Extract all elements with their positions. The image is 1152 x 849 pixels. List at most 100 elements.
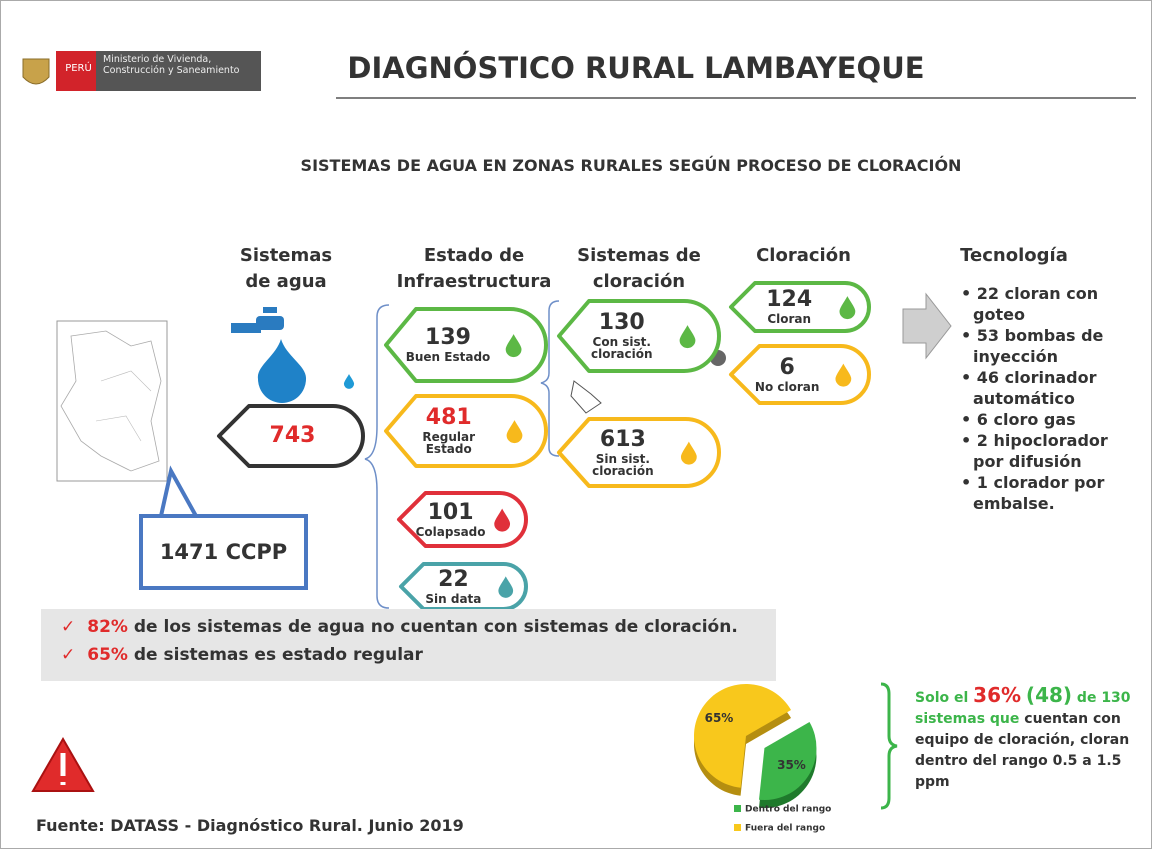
column-header: Cloración [756,245,851,266]
check-mark: ✓ [61,645,76,665]
drop-icon [679,439,698,466]
bullet: • [961,326,977,345]
pie-slice [694,684,792,788]
arrow [902,292,952,360]
node-label: No cloran [754,379,820,394]
side-lead: Solo el [915,690,969,706]
technology-item: • 46 clorinador automático [961,367,1141,409]
technology-item: • 22 cloran con goteo [961,283,1141,325]
node: 22 Sin data [415,564,493,609]
side-systems: sistemas que [915,711,1020,727]
source: Fuente: DATASS - Diagnóstico Rural. Juni… [36,816,464,835]
node-label: Sin data [425,591,482,606]
node-label: Con sist. cloración [591,335,653,361]
node-shape [729,281,871,333]
node: 6 No cloran [748,346,826,403]
node-label: Cloran [767,312,812,326]
side-percent: 36% [973,683,1022,707]
technology-text: 46 clorinador automático [973,368,1097,408]
node: 124 Cloran [745,283,833,331]
technology-item: • 1 clorador por embalse. [961,472,1141,514]
note-text: de sistemas es estado regular [133,645,423,665]
side-count: (48) [1025,683,1073,707]
logo-country: PERÚ [65,63,92,74]
logo [16,51,261,91]
technology-text: 2 hipoclorador por difusión [973,431,1108,471]
title: DIAGNÓSTICO RURAL LAMBAYEQUE [347,51,925,85]
callout-box [139,465,308,590]
brace [364,304,390,609]
column-header: Sistemas de cloración [577,245,701,292]
drop-icon [505,417,524,445]
brace [540,300,560,457]
node-shape [397,491,528,548]
node-value: 22 [438,566,469,592]
bullet: • [961,473,977,492]
faucet [231,307,307,403]
callout-text: 1471 CCPP [159,540,288,564]
map [56,320,168,482]
technology-text: 22 cloran con goteo [973,284,1099,324]
column-header: Sistemas de agua [239,245,333,292]
node-label: Regular Estado [422,430,476,456]
node-shape [557,417,721,488]
node-value: 743 [269,423,316,448]
pie-label: 35% [777,758,806,772]
drop-icon [342,371,356,390]
node-value: 481 [425,405,472,430]
bullet: • [961,431,977,450]
drop-icon [838,293,857,321]
drop-icon [504,331,523,359]
bullet: • [961,410,977,429]
note-highlight: 82% [87,617,128,637]
node-shape [384,307,548,383]
node: 130 Con sist. cloración [577,301,667,371]
node-label: Colapsado [415,524,486,539]
technology-item: • 6 cloro gas [961,409,1141,430]
node-shape [729,344,871,405]
legend-swatch [734,824,741,831]
bullet: • [961,368,977,387]
node: 481 Regular Estado [404,396,494,466]
drop-icon [834,361,853,388]
pie-slice [759,721,817,800]
side-note: Solo el 36% (48) de 130 sistemas que cue… [915,685,1147,793]
node-value: 139 [425,325,471,350]
node: 613 Sin sist. cloración [577,419,669,486]
pie-label: 65% [705,711,734,725]
check-mark: ✓ [61,617,76,637]
drop-icon [497,574,515,599]
node-label: Buen Estado [405,350,491,364]
node: 743 [237,406,348,466]
technology-item: • 2 hipoclorador por difusión [961,430,1141,472]
node-shape [399,562,528,611]
side-of: de 130 [1076,690,1131,706]
legend-swatch [734,805,741,812]
note-highlight: 65% [87,645,128,665]
node-value: 6 [779,354,795,380]
subtitle: SISTEMAS DE AGUA EN ZONAS RURALES SEGÚN … [300,156,962,175]
node: 101 Colapsado [415,493,486,546]
node-shape [557,299,721,373]
technology-item: • 53 bombas de inyección [961,325,1141,367]
note: ✓ 65% de sistemas es estado regular [61,645,776,665]
note-text: de los sistemas de agua no cuentan con s… [133,617,738,637]
node: 139 Buen Estado [404,309,492,381]
drop-icon [493,506,512,533]
column-header: Estado de Infraestructura [396,245,552,292]
beaker [570,380,602,414]
legend-label: Dentro del rango [745,805,831,815]
drop-icon [678,322,697,350]
node-value: 101 [427,499,474,525]
node-value: 613 [599,426,646,452]
legend-label: Fuera del rango [745,824,825,834]
node-value: 124 [766,287,813,312]
node-value: 130 [598,310,645,335]
note: ✓ 82% de los sistemas de agua no cuentan … [61,617,776,637]
side-rest: cuentan con equipo de cloración, cloran … [915,711,1130,790]
technology-text: 53 bombas de inyección [973,326,1104,366]
logo-ministry: Ministerio de Vivienda, Construcción y S… [103,54,240,76]
column-header: Tecnología [960,245,1068,266]
